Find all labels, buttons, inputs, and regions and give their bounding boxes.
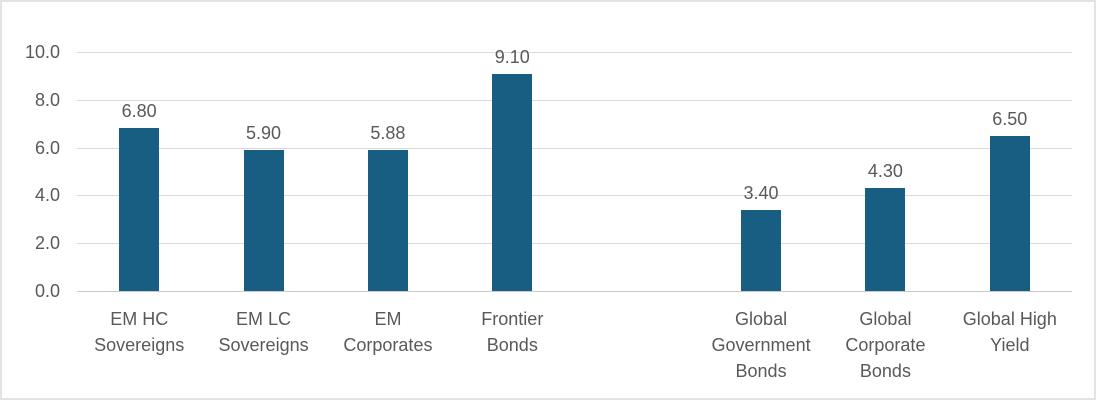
bar-value-label: 9.10 — [494, 46, 530, 67]
gridline — [77, 52, 1072, 53]
bar — [367, 150, 408, 291]
x-category-label-line: EM HC — [110, 309, 169, 329]
x-category-label-line: Bonds — [735, 361, 787, 381]
bar — [492, 73, 533, 291]
bar-value-label: 6.80 — [121, 101, 157, 122]
bar-value-label: 5.88 — [370, 123, 406, 144]
x-category-label-line: EM LC — [236, 309, 292, 329]
bar — [243, 149, 284, 291]
x-category-label-line: EM — [374, 309, 402, 329]
x-category-label-line: Bonds — [486, 335, 538, 355]
x-category-label-line: Yield — [990, 335, 1030, 355]
y-tick-label: 2.0 — [34, 233, 60, 254]
x-category-label: EM HC Sovereigns — [73, 306, 205, 358]
x-category-label-line: Frontier — [481, 309, 544, 329]
bar-value-label: 5.90 — [246, 122, 282, 143]
bar — [119, 128, 160, 291]
gridline — [77, 99, 1072, 101]
bar — [865, 188, 906, 291]
x-category-label: Global Government Bonds — [695, 306, 827, 384]
bar — [989, 135, 1030, 291]
x-category-label-line: Global — [859, 309, 912, 329]
x-category-label-line: Government — [711, 335, 811, 355]
bar-value-label: 4.30 — [867, 161, 903, 182]
x-category-label-line: Corporates — [343, 335, 433, 355]
y-tick-label: 6.0 — [34, 137, 60, 158]
gridline — [77, 147, 1072, 149]
x-axis-line — [77, 291, 1072, 292]
x-category-label-line: Bonds — [859, 361, 911, 381]
x-category-label-line: Sovereigns — [94, 335, 185, 355]
x-category-label-line: Sovereigns — [218, 335, 309, 355]
x-category-label: EM LC Sovereigns — [197, 306, 329, 358]
gridline — [77, 243, 1072, 245]
x-category-label: EM Corporates — [322, 306, 454, 358]
y-tick-label: 8.0 — [34, 89, 60, 110]
y-tick-label: 10.0 — [24, 42, 60, 62]
x-category-label-line: Corporate — [845, 335, 926, 355]
y-tick-label: 0.0 — [34, 281, 60, 301]
x-category-label: Global Corporate Bonds — [819, 306, 951, 384]
x-category-label-line: Global High — [962, 309, 1057, 329]
y-tick-label: 4.0 — [34, 185, 60, 206]
bar-value-label: 6.50 — [992, 108, 1028, 129]
bar — [741, 209, 782, 291]
bar-value-label: 3.40 — [743, 182, 779, 203]
x-category-label: Frontier Bonds — [446, 306, 578, 358]
gridline — [77, 195, 1072, 197]
x-category-label: Global High Yield — [944, 306, 1076, 358]
x-category-label-line: Global — [735, 309, 788, 329]
